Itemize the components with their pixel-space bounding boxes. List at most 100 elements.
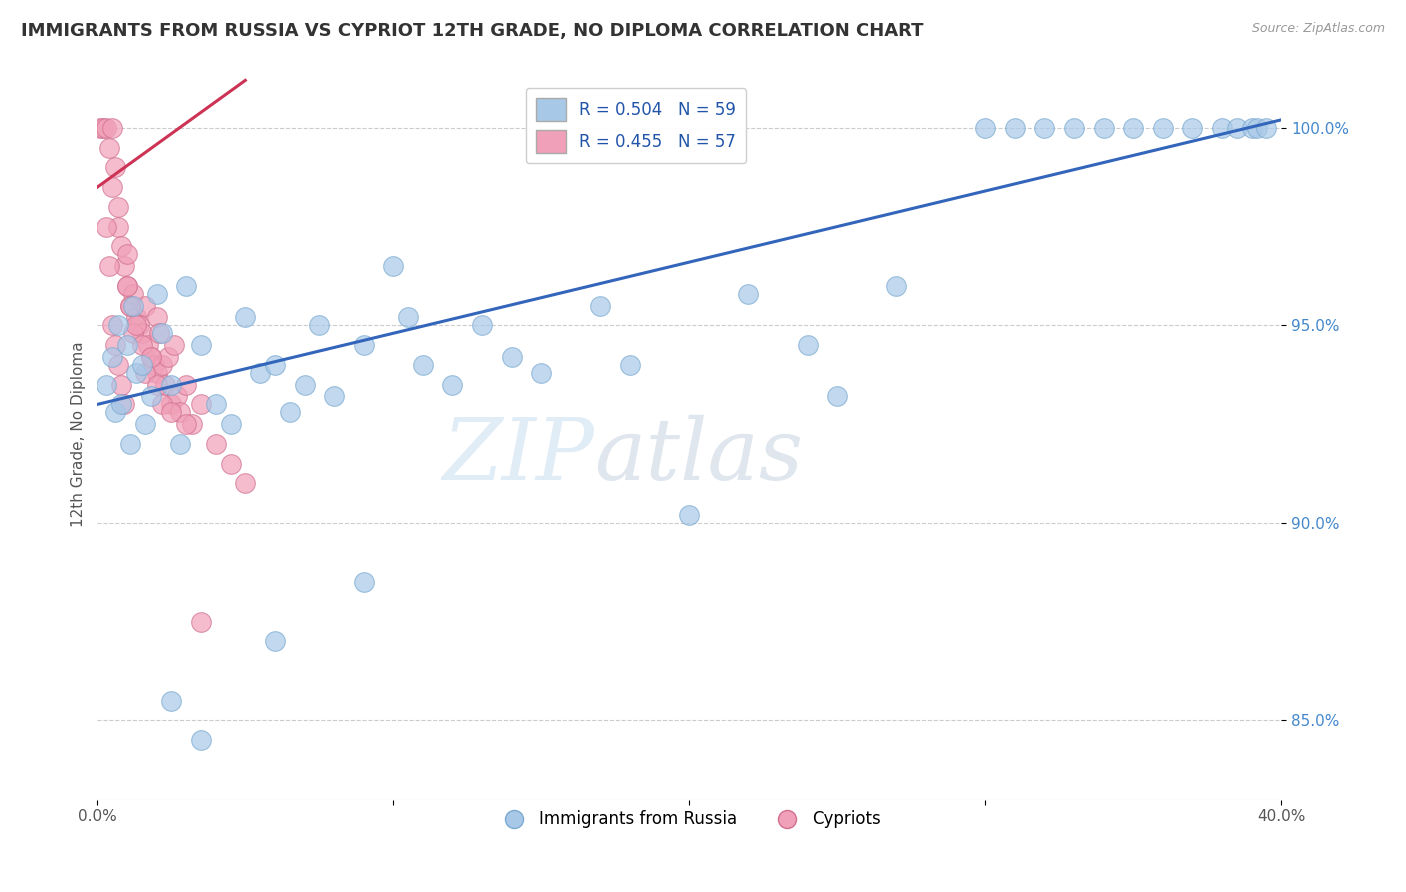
Point [353, 575, 375, 590]
Y-axis label: 12th Grade, No Diploma: 12th Grade, No Diploma [72, 342, 86, 527]
Point [219, 457, 242, 471]
Point [382, 259, 405, 273]
Point [104, 161, 127, 175]
Point [145, 366, 167, 380]
Point [139, 350, 162, 364]
Point [96, 377, 118, 392]
Point [1211, 120, 1233, 135]
Point [118, 299, 141, 313]
Point [160, 377, 183, 392]
Point [1122, 120, 1144, 135]
Point [190, 338, 212, 352]
Point [219, 417, 242, 431]
Point [145, 310, 167, 325]
Point [174, 278, 197, 293]
Point [204, 437, 226, 451]
Point [204, 397, 226, 411]
Point [134, 299, 156, 313]
Point [264, 358, 287, 372]
Point [678, 508, 700, 522]
Point [107, 200, 129, 214]
Point [530, 366, 553, 380]
Text: ZIP: ZIP [443, 415, 595, 497]
Point [142, 358, 165, 372]
Point [233, 476, 256, 491]
Point [115, 278, 138, 293]
Point [118, 437, 141, 451]
Point [115, 278, 138, 293]
Point [323, 389, 346, 403]
Point [115, 247, 138, 261]
Point [1152, 120, 1174, 135]
Point [125, 310, 148, 325]
Point [112, 259, 135, 273]
Point [125, 318, 148, 333]
Point [1033, 120, 1056, 135]
Point [131, 326, 153, 341]
Point [139, 389, 162, 403]
Point [1240, 120, 1263, 135]
Point [1256, 120, 1278, 135]
Point [166, 389, 188, 403]
Point [98, 259, 121, 273]
Point [619, 358, 641, 372]
Point [412, 358, 434, 372]
Point [157, 350, 180, 364]
Point [233, 310, 256, 325]
Point [104, 338, 127, 352]
Point [112, 397, 135, 411]
Point [115, 338, 138, 352]
Point [131, 358, 153, 372]
Point [152, 358, 174, 372]
Point [737, 286, 759, 301]
Point [125, 366, 148, 380]
Point [128, 318, 150, 333]
Point [152, 326, 174, 341]
Point [278, 405, 301, 419]
Point [145, 377, 167, 392]
Point [104, 405, 127, 419]
Point [886, 278, 908, 293]
Point [796, 338, 818, 352]
Point [101, 180, 124, 194]
Point [148, 326, 170, 341]
Point [825, 389, 848, 403]
Point [974, 120, 997, 135]
Point [181, 417, 204, 431]
Point [1063, 120, 1085, 135]
Point [190, 615, 212, 629]
Point [136, 338, 159, 352]
Point [396, 310, 419, 325]
Point [294, 377, 316, 392]
Point [131, 338, 153, 352]
Point [110, 377, 132, 392]
Point [107, 358, 129, 372]
Point [308, 318, 330, 333]
Text: atlas: atlas [595, 415, 804, 497]
Point [134, 417, 156, 431]
Point [160, 694, 183, 708]
Point [134, 366, 156, 380]
Point [121, 299, 143, 313]
Point [145, 286, 167, 301]
Point [174, 417, 197, 431]
Point [101, 350, 124, 364]
Point [152, 397, 174, 411]
Point [107, 318, 129, 333]
Point [1181, 120, 1204, 135]
Point [190, 733, 212, 747]
Point [89, 120, 111, 135]
Point [91, 120, 114, 135]
Point [121, 286, 143, 301]
Point [121, 326, 143, 341]
Point [110, 397, 132, 411]
Point [441, 377, 464, 392]
Point [155, 377, 177, 392]
Text: Source: ZipAtlas.com: Source: ZipAtlas.com [1251, 22, 1385, 36]
Point [101, 318, 124, 333]
Point [169, 437, 191, 451]
Point [1246, 120, 1268, 135]
Point [169, 405, 191, 419]
Point [353, 338, 375, 352]
Point [1226, 120, 1249, 135]
